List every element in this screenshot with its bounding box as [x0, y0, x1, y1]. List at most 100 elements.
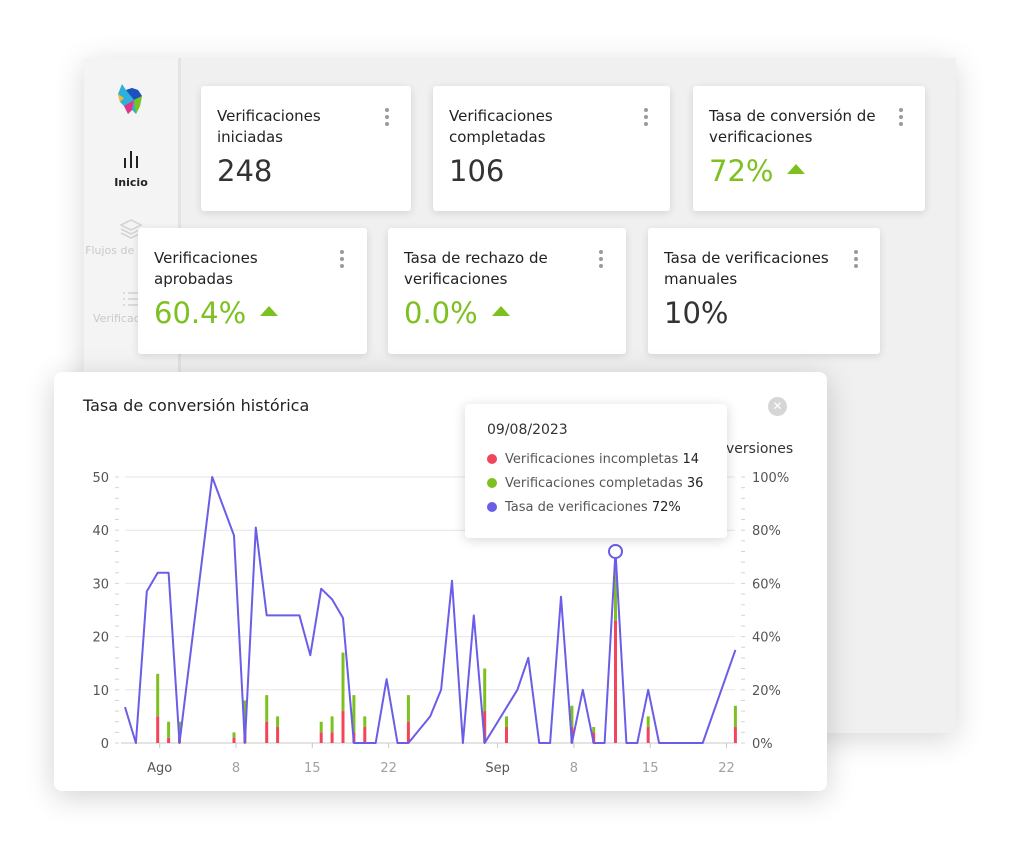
list-icon	[120, 292, 142, 312]
tooltip-date: 09/08/2023	[487, 422, 568, 438]
bar-incompletas	[646, 727, 650, 743]
legend-dot-red-icon	[487, 453, 497, 464]
kpi-card-manuales: Tasa de verificaciones manuales 10%	[648, 228, 880, 354]
bar-completadas	[265, 695, 269, 722]
bar-incompletas	[592, 732, 596, 743]
card-value: 248	[217, 154, 273, 188]
card-title: Tasa de conversión de verificaciones	[709, 107, 876, 146]
legend-dot-purple-icon	[487, 501, 497, 512]
bar-incompletas	[276, 727, 280, 743]
wolf-logo-icon	[112, 80, 152, 118]
x-tick-label: 15	[304, 761, 321, 776]
bar-completadas	[505, 716, 508, 728]
more-options-icon[interactable]	[340, 250, 344, 271]
card-title: Verificaciones aprobadas	[154, 249, 258, 288]
x-tick-label: 8	[570, 761, 578, 776]
bar-incompletas	[363, 727, 367, 743]
bar-incompletas	[167, 737, 171, 743]
sidebar-item-label: Inicio	[114, 176, 148, 189]
bar-completadas	[483, 668, 487, 712]
bar-completadas	[406, 695, 410, 722]
tooltip-row-completadas: Verificaciones completadas 36	[487, 476, 703, 491]
trend-up-icon	[787, 164, 806, 174]
close-icon: ✕	[772, 399, 783, 413]
right-axis-label: versiones	[726, 441, 794, 457]
bar-completadas	[733, 705, 737, 728]
bar-incompletas	[614, 620, 617, 743]
card-value-row: 72%	[709, 154, 806, 188]
y-tick-label-right: 40%	[752, 631, 781, 646]
y-tick-label-left: 50	[92, 471, 109, 486]
more-options-icon[interactable]	[899, 108, 903, 129]
bar-completadas	[570, 705, 574, 728]
x-tick-label: 15	[642, 761, 659, 776]
bar-incompletas	[232, 737, 236, 743]
bar-chart-icon	[121, 151, 141, 174]
bar-incompletas	[505, 727, 508, 743]
card-value-row: 60.4%	[154, 296, 279, 330]
conversion-chart-panel: Tasa de conversión histórica versiones ✕…	[54, 372, 827, 791]
card-value: 10%	[664, 296, 729, 330]
more-options-icon[interactable]	[385, 108, 389, 129]
bar-incompletas	[330, 732, 334, 743]
close-button[interactable]: ✕	[768, 397, 787, 416]
kpi-card-completadas: Verificaciones completadas 106	[433, 86, 670, 211]
card-value-row: 0.0%	[404, 296, 510, 330]
bar-completadas	[330, 716, 334, 733]
card-title: Tasa de verificaciones manuales	[664, 249, 829, 288]
bar-incompletas	[319, 732, 323, 743]
y-tick-label-left: 20	[92, 631, 109, 646]
bar-incompletas	[733, 727, 737, 743]
x-tick-label: 22	[380, 761, 397, 776]
bar-completadas	[156, 673, 160, 717]
x-tick-label: 22	[718, 761, 735, 776]
legend-dot-green-icon	[487, 477, 497, 488]
more-options-icon[interactable]	[644, 108, 648, 129]
bar-incompletas	[406, 721, 410, 743]
bar-incompletas	[265, 721, 269, 743]
highlight-point	[608, 543, 623, 559]
bar-completadas	[232, 732, 236, 738]
trend-up-icon	[260, 306, 279, 316]
layers-icon	[119, 219, 143, 244]
kpi-card-iniciadas: Verificaciones iniciadas 248	[201, 86, 411, 211]
bar-incompletas	[156, 716, 160, 743]
y-tick-label-left: 40	[92, 524, 109, 539]
x-tick-label: Ago	[147, 761, 172, 776]
x-tick-label: 8	[232, 761, 240, 776]
y-tick-label-right: 80%	[752, 524, 781, 539]
tooltip-row-incompletas: Verificaciones incompletas 14	[487, 452, 699, 467]
tooltip-value: 72%	[651, 500, 681, 515]
bar-completadas	[276, 716, 280, 728]
line-tasa-verificaciones	[124, 476, 737, 744]
y-tick-label-right: 0%	[752, 737, 773, 752]
tooltip-label: Tasa de verificaciones	[505, 500, 648, 515]
sidebar-item-inicio[interactable]: Inicio	[84, 148, 178, 189]
bar-completadas	[167, 721, 171, 738]
bar-completadas	[646, 716, 650, 728]
card-title: Tasa de rechazo de verificaciones	[404, 249, 548, 288]
bar-completadas	[614, 551, 617, 621]
x-tick-label: Sep	[485, 761, 510, 776]
more-options-icon[interactable]	[854, 250, 858, 271]
y-tick-label-right: 60%	[752, 577, 781, 592]
tooltip-value: 36	[686, 476, 704, 491]
bar-completadas	[352, 695, 356, 733]
more-options-icon[interactable]	[599, 250, 603, 271]
bar-incompletas	[483, 711, 487, 743]
tooltip-row-tasa: Tasa de verificaciones 72%	[487, 500, 681, 515]
card-value: 0.0%	[404, 296, 478, 330]
tooltip-label: Verificaciones incompletas	[505, 452, 679, 467]
chart-title: Tasa de conversión histórica	[83, 396, 310, 415]
card-value: 106	[449, 154, 505, 188]
bar-completadas	[341, 652, 345, 712]
kpi-card-aprobadas: Verificaciones aprobadas 60.4%	[138, 228, 367, 354]
bar-completadas	[363, 716, 367, 728]
card-value: 72%	[709, 154, 774, 188]
y-tick-label-right: 20%	[752, 684, 781, 699]
tooltip-label: Verificaciones completadas	[505, 476, 683, 491]
y-tick-label-left: 30	[92, 577, 109, 592]
card-title: Verificaciones iniciadas	[217, 107, 321, 146]
bar-completadas	[243, 700, 247, 728]
y-tick-label-right: 100%	[752, 471, 789, 486]
